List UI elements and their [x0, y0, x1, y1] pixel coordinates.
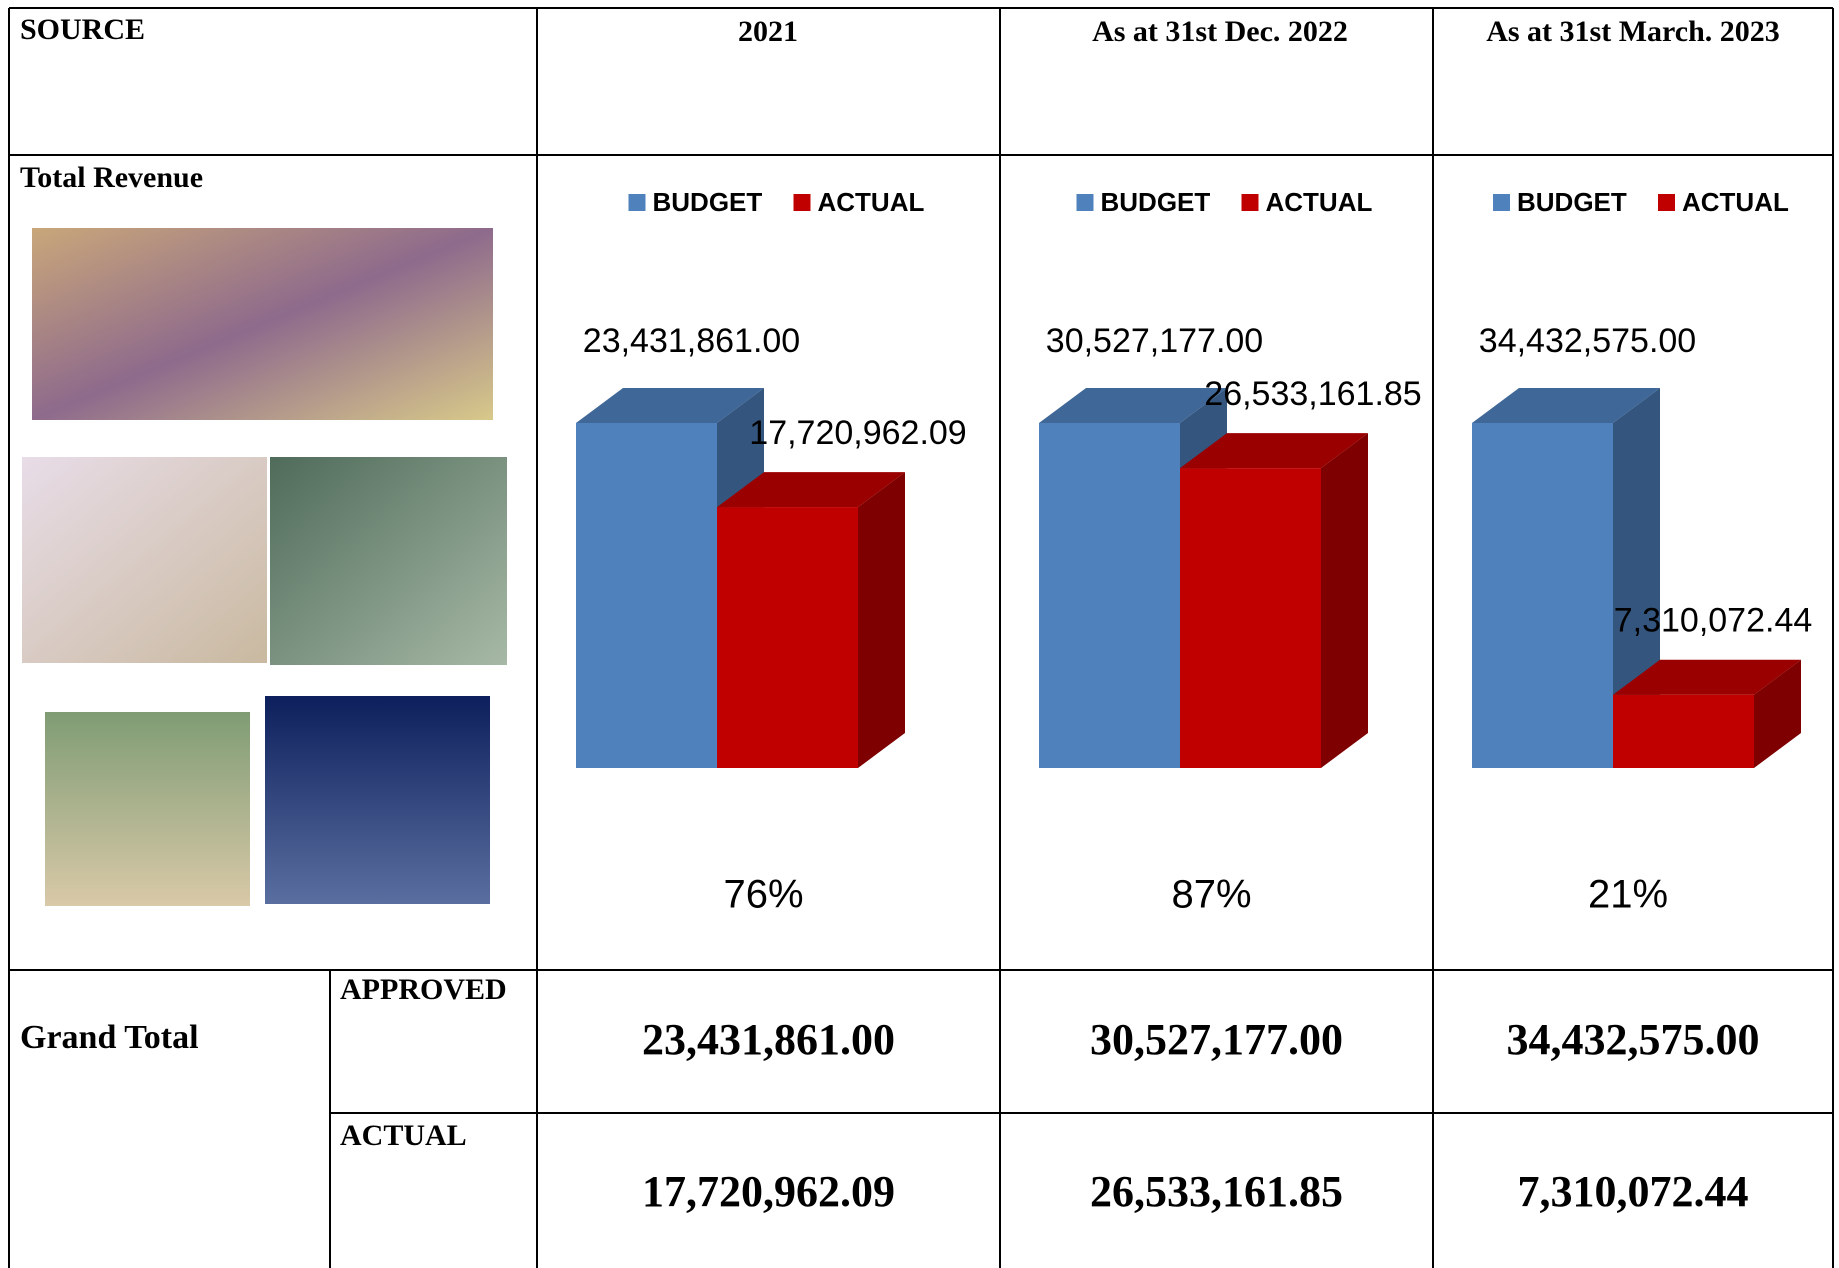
bar [1039, 423, 1180, 768]
grand-total-value: 17,720,962.09 [642, 1167, 895, 1216]
bar [717, 507, 858, 768]
bar-side [1754, 659, 1801, 768]
grand-total-value: 30,527,177.00 [1090, 1015, 1343, 1064]
grand-total-value: 34,432,575.00 [1507, 1015, 1760, 1064]
grand-total-label: Grand Total [20, 1019, 199, 1056]
bar-top [1180, 433, 1368, 469]
data-label: 7,310,072.44 [1614, 602, 1813, 640]
table-grid [8, 7, 1834, 1268]
row-label: APPROVED [340, 973, 507, 1006]
header-source: SOURCE [20, 13, 145, 46]
data-label: 17,720,962.09 [749, 414, 966, 452]
bar [1613, 694, 1754, 768]
section-label: Total Revenue [20, 161, 203, 194]
bar-side [858, 472, 905, 768]
photo [270, 457, 507, 665]
data-label: 30,527,177.00 [1046, 322, 1263, 360]
photo [32, 228, 493, 420]
legend-swatch [1493, 194, 1510, 211]
grand-total-value: 7,310,072.44 [1518, 1167, 1749, 1216]
legend-label: BUDGET [1517, 187, 1627, 217]
legend-swatch [793, 194, 811, 211]
bar [576, 423, 717, 768]
percentage: 76% [723, 873, 803, 917]
legend-swatch [628, 194, 646, 211]
photo [45, 712, 250, 906]
legend-label: BUDGET [653, 187, 763, 217]
legend-swatch [1241, 194, 1259, 211]
header-year: 2021 [738, 15, 798, 48]
photo [265, 696, 490, 904]
header-year: As at 31st March. 2023 [1486, 15, 1780, 48]
bar-top [1613, 659, 1801, 695]
data-label: 23,431,861.00 [583, 322, 800, 360]
legend-swatch [1076, 194, 1094, 211]
bar-top [717, 472, 905, 508]
percentage: 21% [1588, 873, 1668, 917]
grand-total-value: 23,431,861.00 [642, 1015, 895, 1064]
legend-label: ACTUAL [1682, 187, 1789, 217]
percentage: 87% [1171, 873, 1251, 917]
header-year: As at 31st Dec. 2022 [1092, 15, 1348, 48]
bar [1472, 423, 1613, 768]
row-label: ACTUAL [340, 1119, 467, 1152]
legend-label: ACTUAL [818, 187, 925, 217]
bar-top [1039, 388, 1227, 423]
bar-top [1472, 388, 1660, 423]
legend-label: ACTUAL [1266, 187, 1373, 217]
photo [22, 457, 267, 663]
grand-total-value: 26,533,161.85 [1090, 1167, 1343, 1216]
data-label: 34,432,575.00 [1479, 322, 1696, 360]
data-label: 26,533,161.85 [1204, 375, 1421, 413]
bar-side [1321, 433, 1368, 768]
bar [1180, 468, 1321, 768]
legend-label: BUDGET [1101, 187, 1211, 217]
legend-swatch [1658, 194, 1675, 211]
bar-top [576, 388, 764, 423]
